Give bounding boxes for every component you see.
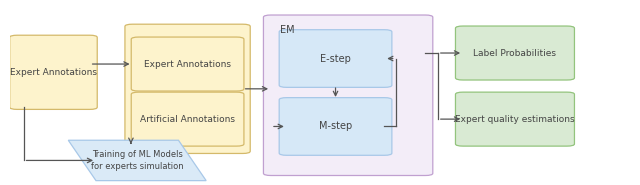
Text: M-step: M-step [319, 122, 352, 132]
FancyBboxPatch shape [131, 92, 244, 146]
Text: EM: EM [280, 26, 295, 36]
FancyBboxPatch shape [456, 26, 575, 80]
FancyBboxPatch shape [125, 24, 250, 154]
FancyBboxPatch shape [10, 35, 97, 109]
Text: Label Probabilities: Label Probabilities [474, 48, 556, 58]
FancyBboxPatch shape [456, 92, 575, 146]
Text: E-step: E-step [320, 53, 351, 63]
Text: Expert Annotations: Expert Annotations [144, 60, 231, 68]
Text: Training of ML Models
for experts simulation: Training of ML Models for experts simula… [91, 150, 184, 171]
FancyBboxPatch shape [279, 30, 392, 87]
FancyBboxPatch shape [131, 37, 244, 91]
FancyBboxPatch shape [279, 98, 392, 155]
Text: Expert quality estimations: Expert quality estimations [455, 115, 575, 124]
Text: Expert Annotations: Expert Annotations [10, 68, 97, 77]
Polygon shape [68, 140, 206, 181]
FancyBboxPatch shape [264, 15, 433, 176]
Text: Artificial Annotations: Artificial Annotations [140, 115, 235, 124]
